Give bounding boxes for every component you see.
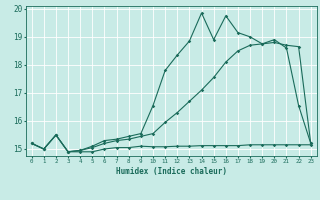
X-axis label: Humidex (Indice chaleur): Humidex (Indice chaleur) [116,167,227,176]
